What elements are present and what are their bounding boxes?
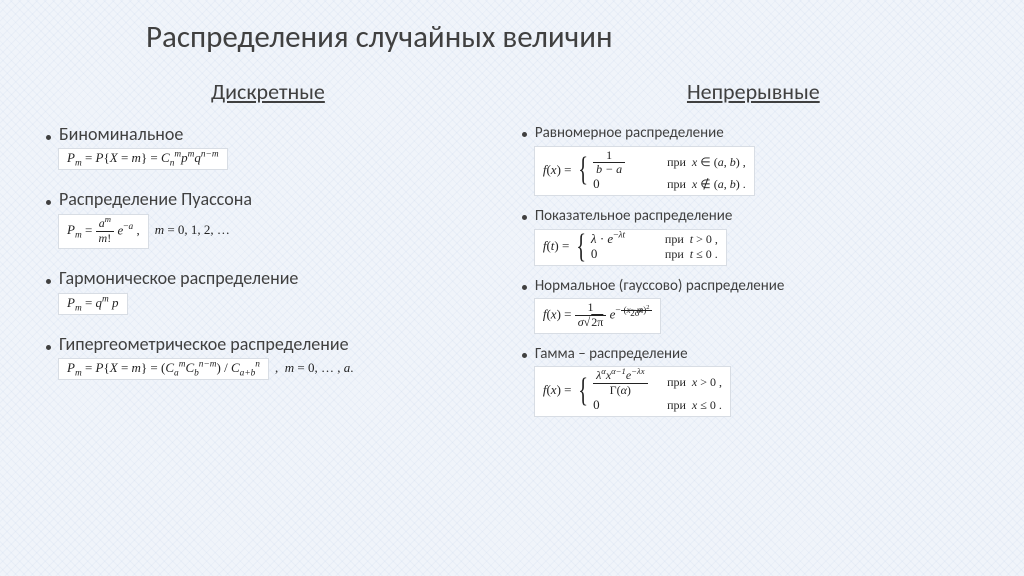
- formula-tail: m = 0, 1, 2, …: [155, 222, 230, 237]
- bullet-icon: [522, 132, 527, 137]
- list-item: Биноминальное Pm = P{X = m} = Cnmpmqn−m: [38, 123, 498, 170]
- bullet-icon: [522, 353, 527, 358]
- formula-tail: , m = 0, … , a.: [275, 360, 353, 375]
- bullet-icon: [522, 285, 527, 290]
- slide-title: Распределения случайных величин: [146, 18, 996, 56]
- item-label: Равномерное распределение: [535, 124, 724, 144]
- item-label: Гармоническое распределение: [59, 267, 298, 290]
- formula: f(x) = { 1b − aпри x ∈ (a, b) , 0при x ∉…: [534, 146, 755, 197]
- list-item: Гармоническое распределение Pm = qm p: [38, 267, 498, 314]
- item-label: Нормальное (гауссово) распределение: [535, 277, 785, 297]
- formula: Pm = P{X = m} = Cnmpmqn−m: [58, 148, 228, 170]
- item-label: Распределение Пуассона: [59, 188, 252, 211]
- bullet-icon: [46, 135, 51, 140]
- column-continuous: Непрерывные Равномерное распределение f(…: [514, 78, 993, 427]
- list-item: Гипергеометрическое распределение Pm = P…: [38, 333, 498, 380]
- formula: Pm = qm p: [58, 293, 128, 315]
- list-item: Нормальное (гауссово) распределение f(x)…: [514, 276, 993, 334]
- item-label: Гамма – распределение: [535, 345, 688, 365]
- heading-discrete: Дискретные: [38, 78, 498, 105]
- bullet-icon: [46, 345, 51, 350]
- formula: f(t) = { λ · e−λtпри t > 0 , 0при t ≤ 0 …: [534, 229, 727, 266]
- list-item: Распределение Пуассона Pm = amm! e−a , m…: [38, 188, 498, 249]
- bullet-icon: [522, 215, 527, 220]
- list-item: Равномерное распределение f(x) = { 1b − …: [514, 123, 993, 196]
- bullet-icon: [46, 200, 51, 205]
- formula: Pm = P{X = m} = (CamCbn−m) / Ca+bn: [58, 358, 269, 380]
- formula: f(x) = 1σ√2π e−(x−m)22σ2: [534, 298, 662, 334]
- list-item: Гамма – распределение f(x) = { λαxα−1e−λ…: [514, 344, 993, 417]
- formula: Pm = amm! e−a ,: [58, 214, 149, 250]
- item-label: Гипергеометрическое распределение: [59, 333, 349, 356]
- item-label: Показательное распределение: [535, 207, 733, 227]
- bullet-icon: [46, 279, 51, 284]
- list-item: Показательное распределение f(t) = { λ ·…: [514, 206, 993, 266]
- content-columns: Дискретные Биноминальное Pm = P{X = m} =…: [38, 78, 996, 427]
- column-discrete: Дискретные Биноминальное Pm = P{X = m} =…: [38, 78, 498, 427]
- heading-continuous: Непрерывные: [514, 78, 993, 105]
- item-label: Биноминальное: [59, 123, 183, 146]
- formula: f(x) = { λαxα−1e−λxΓ(α)при x > 0 , 0при …: [534, 366, 731, 417]
